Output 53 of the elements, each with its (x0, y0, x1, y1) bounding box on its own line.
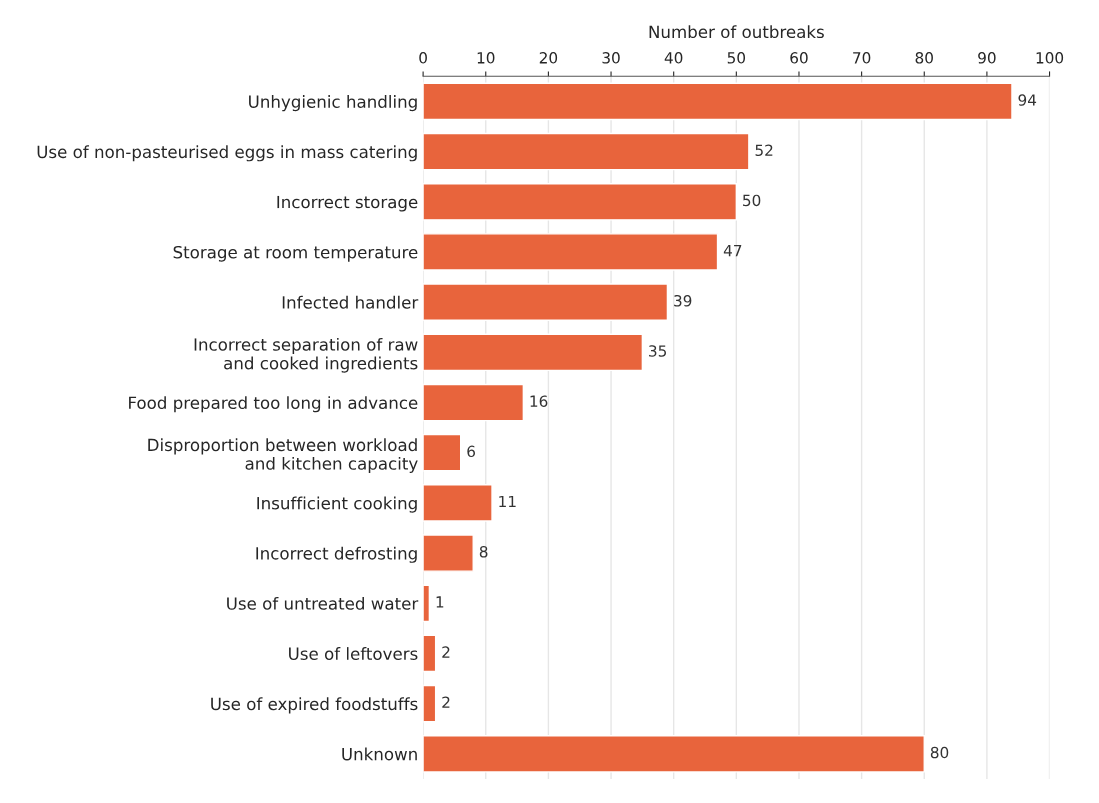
bar (423, 283, 669, 321)
data-label: 35 (649, 345, 667, 357)
data-label: 1 (436, 596, 444, 608)
bar (423, 684, 437, 723)
data-label: 2 (442, 646, 450, 658)
x-tick-label: 10 (477, 52, 495, 64)
y-tick-label: Unhygienic handling (249, 95, 417, 112)
y-tick-label: Food prepared too long in advance (129, 396, 418, 413)
y-tick-label: Use of expired foodstuffs (211, 697, 418, 714)
y-tick-label: Unknown (342, 747, 417, 761)
y-tick-label: Incorrect storage (277, 195, 418, 212)
bar (423, 82, 1013, 121)
x-tick-label: 0 (419, 52, 427, 64)
x-tick-label: 40 (664, 52, 683, 64)
y-tick-label: Storage at room temperature (173, 245, 418, 262)
bar (423, 484, 493, 522)
x-tick-label: 20 (539, 52, 558, 64)
y-tick-label: Infected handler (282, 295, 419, 309)
data-label: 16 (530, 395, 548, 407)
bar (423, 735, 925, 773)
data-label: 50 (743, 194, 761, 207)
bar (423, 534, 474, 572)
data-label: 80 (930, 746, 949, 759)
data-label: 2 (442, 696, 450, 708)
data-label: 94 (1018, 94, 1037, 106)
data-label: 8 (479, 545, 488, 558)
bar (423, 433, 462, 472)
y-tick-label: Incorrect separation of raw and cooked ingredients (194, 337, 418, 373)
x-tick-label: 90 (978, 52, 996, 64)
bar (423, 132, 750, 171)
x-tick-label: 80 (915, 52, 933, 64)
data-label: 47 (723, 245, 742, 257)
y-tick-label: Use of leftovers (289, 647, 418, 661)
x-tick-label: 30 (602, 52, 620, 64)
y-tick-label: Use of non-pasteurised eggs in mass catering (37, 145, 417, 162)
data-label: 6 (467, 445, 476, 458)
x-tick-label: 70 (853, 52, 871, 64)
y-tick-label: Use of untreated water (227, 596, 419, 610)
y-tick-label: Insufficient cooking (257, 496, 417, 513)
bar (423, 182, 738, 221)
bar (423, 383, 525, 422)
data-label: 52 (755, 144, 773, 156)
x-axis-title: Number of outbreaks (649, 25, 824, 39)
x-tick-label: 50 (727, 52, 746, 64)
y-tick-label: Incorrect defrosting (256, 546, 417, 563)
x-tick-label: 60 (790, 52, 808, 64)
data-label: 39 (674, 295, 692, 307)
bar (423, 233, 719, 271)
bar (423, 634, 437, 673)
bar (423, 333, 644, 372)
y-tick-label: Disproportion between workload and kitchen capacity (148, 438, 418, 474)
data-label: 11 (499, 495, 516, 508)
x-tick-label: 100 (1036, 52, 1064, 64)
